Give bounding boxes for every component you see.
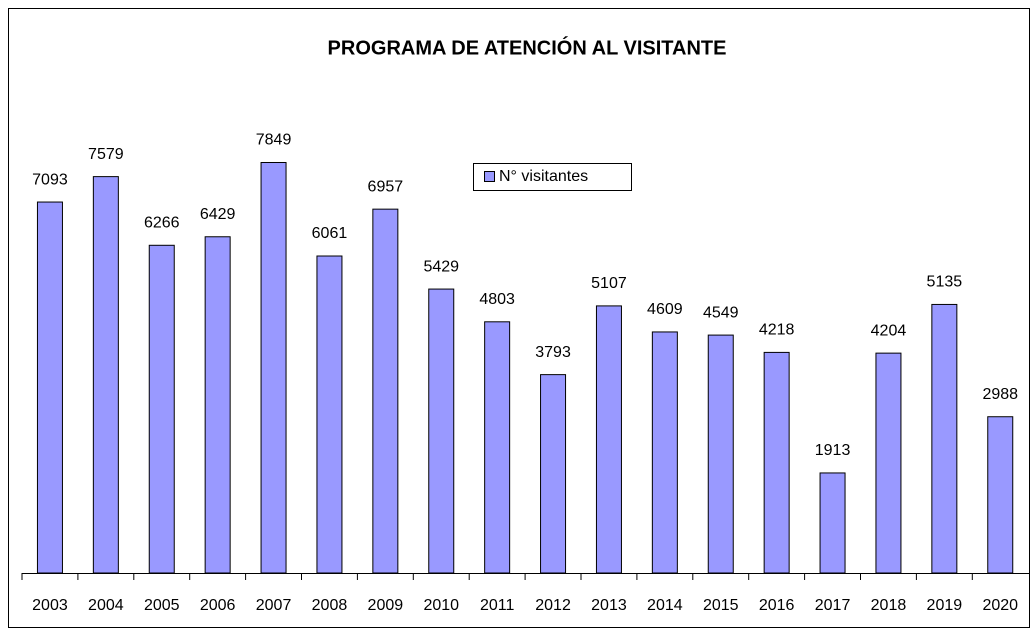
x-tick-label: 2007 (256, 597, 292, 614)
x-tick-label: 2011 (480, 597, 515, 614)
value-label: 5107 (591, 275, 627, 292)
x-tick-label: 2017 (815, 597, 851, 614)
bar (763, 351, 790, 574)
value-label: 6429 (200, 206, 236, 223)
bar (595, 305, 622, 574)
value-label: 1913 (815, 442, 851, 459)
bar (987, 416, 1014, 574)
value-label: 3793 (535, 344, 571, 361)
x-tick-label: 2020 (982, 597, 1018, 614)
value-label: 4549 (703, 304, 739, 321)
x-tick-label: 2005 (144, 597, 180, 614)
legend-swatch (484, 171, 495, 182)
value-label: 4609 (647, 301, 683, 318)
value-label: 6957 (368, 178, 404, 195)
bar (540, 374, 567, 574)
bar (819, 472, 846, 574)
x-tick-label: 2018 (871, 597, 907, 614)
x-tick-label: 2013 (591, 597, 627, 614)
value-label: 4803 (479, 291, 515, 308)
value-label: 6266 (144, 215, 180, 232)
x-tick-label: 2004 (88, 597, 124, 614)
bar (372, 208, 399, 574)
bar (428, 288, 455, 574)
chart-title: PROGRAMA DE ATENCIÓN AL VISITANTE (328, 35, 727, 59)
x-tick-label: 2015 (703, 597, 739, 614)
bar (36, 201, 63, 574)
bar (260, 161, 287, 574)
x-tick-label: 2010 (423, 597, 459, 614)
chart-frame (8, 8, 1030, 628)
value-label: 6061 (312, 225, 348, 242)
value-label: 4204 (871, 322, 907, 339)
x-tick-label: 2014 (647, 597, 683, 614)
legend-label: N° visitantes (499, 168, 588, 185)
bar (316, 255, 343, 574)
value-label: 4218 (759, 322, 795, 339)
value-label: 7849 (256, 132, 292, 149)
x-tick-label: 2012 (535, 597, 571, 614)
bar (484, 321, 511, 574)
value-label: 5135 (927, 274, 963, 291)
bar (931, 303, 958, 574)
value-label: 7579 (88, 146, 124, 163)
x-tick-label: 2019 (927, 597, 963, 614)
bar (204, 236, 231, 574)
x-tick-label: 2016 (759, 597, 795, 614)
bar (148, 244, 175, 574)
bar (707, 334, 734, 574)
x-tick-label: 2003 (32, 597, 68, 614)
bar (92, 176, 119, 574)
x-tick-label: 2006 (200, 597, 236, 614)
legend-box (473, 163, 632, 191)
value-label: 2988 (982, 386, 1018, 403)
bar (875, 352, 902, 574)
bar (651, 331, 678, 574)
value-label: 5429 (423, 258, 459, 275)
x-tick-label: 2009 (368, 597, 404, 614)
x-tick-label: 2008 (312, 597, 348, 614)
value-label: 7093 (32, 171, 68, 188)
